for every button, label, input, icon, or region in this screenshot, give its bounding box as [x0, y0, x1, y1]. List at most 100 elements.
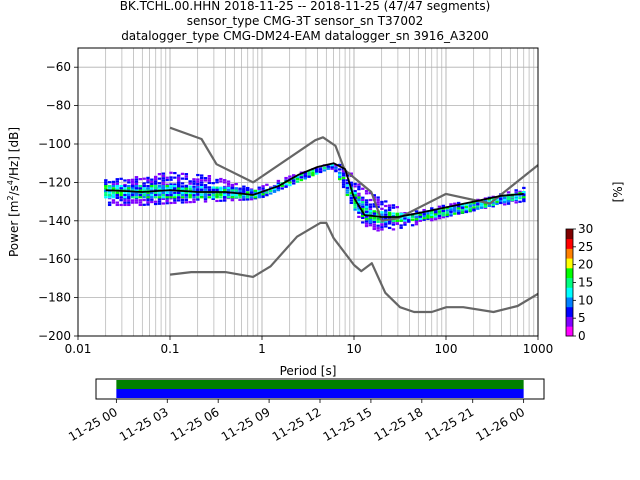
density-cell — [361, 198, 365, 202]
density-cell — [261, 193, 265, 196]
density-cell — [161, 181, 166, 184]
density-cell — [364, 215, 369, 218]
density-cell — [353, 203, 357, 206]
density-cell — [353, 185, 357, 188]
density-cell — [169, 187, 173, 190]
density-cell — [487, 200, 492, 203]
density-cell — [115, 184, 120, 188]
density-cell — [173, 176, 177, 179]
timeline-tick-label: 11-25 12 — [270, 405, 324, 444]
density-cell — [165, 176, 169, 179]
density-cell — [479, 202, 484, 205]
density-cell — [127, 199, 131, 202]
density-cell — [364, 189, 369, 193]
density-cell — [322, 166, 327, 169]
density-cell — [196, 173, 200, 177]
density-cell — [326, 167, 330, 170]
density-cell — [518, 194, 522, 197]
mean-line — [105, 162, 524, 218]
density-cell — [460, 211, 465, 214]
density-cell — [199, 179, 204, 182]
density-cell — [104, 196, 108, 199]
density-cell — [426, 212, 430, 215]
density-cell — [161, 172, 166, 175]
density-cell — [437, 212, 442, 215]
density-cell — [357, 183, 361, 186]
density-cell — [138, 187, 143, 190]
density-cell — [111, 180, 116, 183]
density-cell — [150, 183, 154, 186]
colorbar-ticks: 0 5 10 15 20 25 30 — [573, 222, 593, 343]
density-cell — [138, 201, 143, 204]
timeline-tick-label: 11-26 00 — [473, 405, 527, 444]
density-cell — [134, 193, 139, 197]
density-cell — [176, 193, 181, 197]
density-cell — [399, 212, 403, 216]
density-cell — [472, 208, 476, 211]
density-cell — [207, 188, 212, 191]
density-cell — [522, 196, 526, 199]
density-cell — [338, 171, 342, 174]
density-cell — [476, 203, 480, 206]
density-cell — [127, 184, 131, 188]
density-cell — [399, 219, 403, 222]
density-cell — [349, 196, 353, 200]
density-cell — [403, 212, 407, 215]
density-cell — [395, 206, 399, 209]
density-cell — [257, 188, 261, 192]
density-cell — [173, 183, 177, 186]
density-cell — [119, 177, 123, 180]
density-cell — [372, 212, 376, 215]
density-cell — [303, 173, 307, 176]
density-cell — [318, 170, 323, 174]
density-cell — [180, 187, 185, 190]
density-cell — [150, 193, 154, 197]
density-cell — [134, 187, 139, 190]
density-cell — [138, 196, 143, 199]
density-cell — [203, 186, 208, 189]
density-cell — [207, 179, 212, 182]
density-cell — [453, 209, 457, 212]
density-cell — [207, 193, 212, 196]
density-cell — [153, 184, 158, 188]
density-cell — [107, 203, 112, 207]
density-cell — [203, 188, 208, 191]
density-cell — [207, 196, 212, 199]
density-cell — [384, 225, 388, 228]
density-cell — [387, 220, 392, 223]
density-cell — [395, 222, 399, 225]
density-cell — [249, 191, 254, 194]
density-cell — [353, 196, 357, 199]
density-cell — [211, 188, 215, 192]
colorbar-tick-label: 10 — [578, 293, 593, 307]
density-cell — [307, 175, 311, 178]
density-cell — [257, 194, 261, 197]
density-cell — [483, 205, 488, 208]
density-cell — [230, 183, 235, 186]
density-cell — [180, 185, 185, 188]
density-cell — [364, 210, 369, 213]
density-cell — [104, 181, 108, 184]
density-cell — [123, 184, 127, 188]
density-cell — [173, 171, 177, 175]
density-cell — [422, 212, 426, 216]
density-cell — [161, 179, 166, 182]
density-cell — [522, 191, 526, 194]
density-cell — [468, 207, 472, 210]
density-cell — [127, 201, 131, 204]
density-cell — [341, 174, 346, 177]
density-cell — [180, 182, 185, 185]
density-cell — [483, 203, 488, 206]
density-cell — [430, 211, 434, 214]
density-cell — [341, 185, 346, 189]
density-cell — [176, 181, 181, 184]
density-cell — [303, 172, 307, 175]
density-cell — [142, 184, 146, 188]
density-cell — [357, 202, 361, 206]
density-cell — [203, 200, 208, 203]
density-cell — [142, 177, 146, 180]
density-cell — [341, 176, 346, 180]
y-axis-label: Power [m2/s4/Hz] [dB] — [6, 127, 21, 257]
density-cell — [303, 174, 307, 177]
density-cell — [479, 204, 484, 207]
